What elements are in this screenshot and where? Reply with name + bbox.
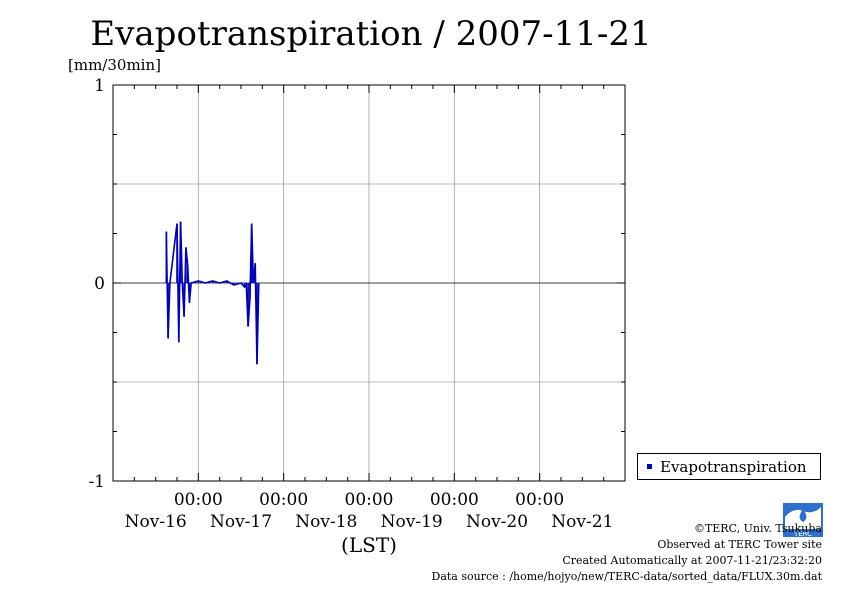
terc-logo-icon: TERC bbox=[783, 503, 823, 537]
x-axis-label: (LST) bbox=[341, 533, 397, 557]
x-tick-time-label: 00:00 bbox=[259, 490, 308, 510]
x-tick-time-label: 00:00 bbox=[515, 490, 564, 510]
series-line bbox=[165, 221, 260, 365]
y-axis-units: [mm/30min] bbox=[68, 56, 161, 74]
axis-ticks bbox=[112, 84, 626, 482]
legend: Evapotranspiration bbox=[637, 453, 821, 480]
series-evapotranspiration bbox=[165, 221, 260, 365]
x-tick-time-label: 00:00 bbox=[345, 490, 394, 510]
y-tick-label: 0 bbox=[94, 274, 105, 294]
copyright-text: ©TERC, Univ. Tsukuba bbox=[693, 522, 822, 535]
created-text: Created Automatically at 2007-11-21/23:3… bbox=[562, 554, 822, 567]
x-tick-time-label: 00:00 bbox=[430, 490, 479, 510]
x-tick-day-label: Nov-20 bbox=[466, 512, 528, 532]
chart-title: Evapotranspiration / 2007-11-21 bbox=[90, 14, 652, 54]
y-tick-label: 1 bbox=[94, 76, 105, 96]
credits: ©TERC, Univ. Tsukuba Observed at TERC To… bbox=[432, 521, 823, 585]
site-text: Observed at TERC Tower site bbox=[657, 538, 822, 551]
x-tick-day-label: Nov-19 bbox=[381, 512, 443, 532]
x-tick-day-label: Nov-17 bbox=[210, 512, 272, 532]
x-tick-day-label: Nov-16 bbox=[125, 512, 187, 532]
legend-swatch bbox=[647, 464, 652, 469]
legend-label: Evapotranspiration bbox=[660, 457, 807, 476]
logo-text: TERC bbox=[793, 530, 812, 537]
y-tick-label: -1 bbox=[88, 472, 105, 492]
source-text: Data source : /home/hojyo/new/TERC-data/… bbox=[431, 570, 823, 583]
x-tick-time-label: 00:00 bbox=[174, 490, 223, 510]
x-tick-day-label: Nov-21 bbox=[551, 512, 613, 532]
x-tick-day-label: Nov-18 bbox=[295, 512, 357, 532]
